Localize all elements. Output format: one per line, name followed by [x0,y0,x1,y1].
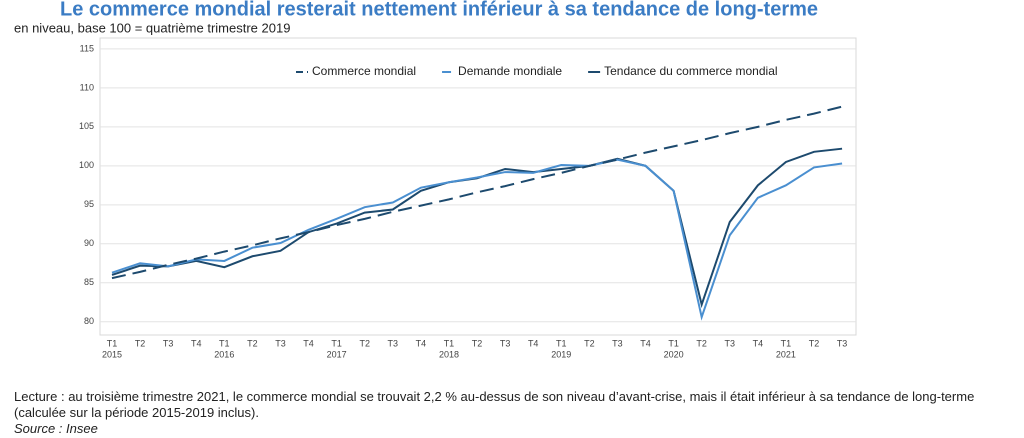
chart: Le commerce mondial resterait nettement … [14,0,857,359]
x-tick-label: T1 [107,338,118,348]
x-tick-label: T4 [640,338,651,348]
x-tick-label: T3 [725,338,736,348]
x-tick-label: T1 [668,338,679,348]
x-tick-label: T3 [275,338,286,348]
x-tick-label: T2 [696,338,707,348]
x-year-label: 2021 [776,349,796,359]
plot-frame [99,37,857,336]
x-tick-label: T2 [247,338,258,348]
chart-title: Le commerce mondial resterait nettement … [60,0,818,20]
x-tick-label: T1 [444,338,455,348]
x-year-label: 2016 [214,349,234,359]
series-line [111,105,843,280]
reading-note: Lecture : au troisième trimestre 2021, l… [14,389,975,420]
x-tick-label: T4 [528,338,539,348]
source-note: Source : Insee [14,421,98,436]
x-tick-label: T2 [809,338,820,348]
x-tick-label: T3 [500,338,511,348]
y-tick-label: 115 [80,43,94,53]
x-tick-label: T4 [753,338,764,348]
x-tick-label: T3 [163,338,174,348]
x-tick-label: T2 [472,338,483,348]
x-tick-label: T3 [612,338,623,348]
series-line [111,147,843,309]
x-tick-label: T4 [416,338,427,348]
x-tick-label: T3 [837,338,848,348]
y-tick-label: 110 [80,82,94,92]
footer: Lecture : au troisième trimestre 2021, l… [14,389,1014,437]
x-tick-label: T2 [135,338,146,348]
x-year-label: 2020 [664,349,684,359]
y-tick-label: 80 [84,316,94,326]
x-tick-label: T1 [781,338,792,348]
x-tick-label: T1 [556,338,567,348]
x-year-label: 2019 [551,349,571,359]
x-tick-label: T3 [388,338,399,348]
x-year-label: 2018 [439,349,459,359]
y-tick-label: 85 [84,277,94,287]
x-tick-label: T2 [584,338,595,348]
x-year-label: 2015 [102,349,122,359]
legend-label: Commerce mondial [312,64,416,78]
x-tick-label: T4 [303,338,314,348]
y-tick-label: 100 [79,160,94,170]
x-tick-label: T4 [191,338,202,348]
x-year-label: 2017 [327,349,347,359]
chart-subtitle: en niveau, base 100 = quatrième trimestr… [14,20,290,35]
y-tick-label: 105 [79,121,94,131]
legend-label: Demande mondiale [458,64,562,78]
x-tick-label: T1 [331,338,342,348]
x-tick-label: T1 [219,338,230,348]
legend-label: Tendance du commerce mondial [604,64,777,78]
x-tick-label: T2 [359,338,370,348]
y-tick-label: 90 [84,238,94,248]
series-line [111,158,843,321]
y-tick-label: 95 [84,199,94,209]
